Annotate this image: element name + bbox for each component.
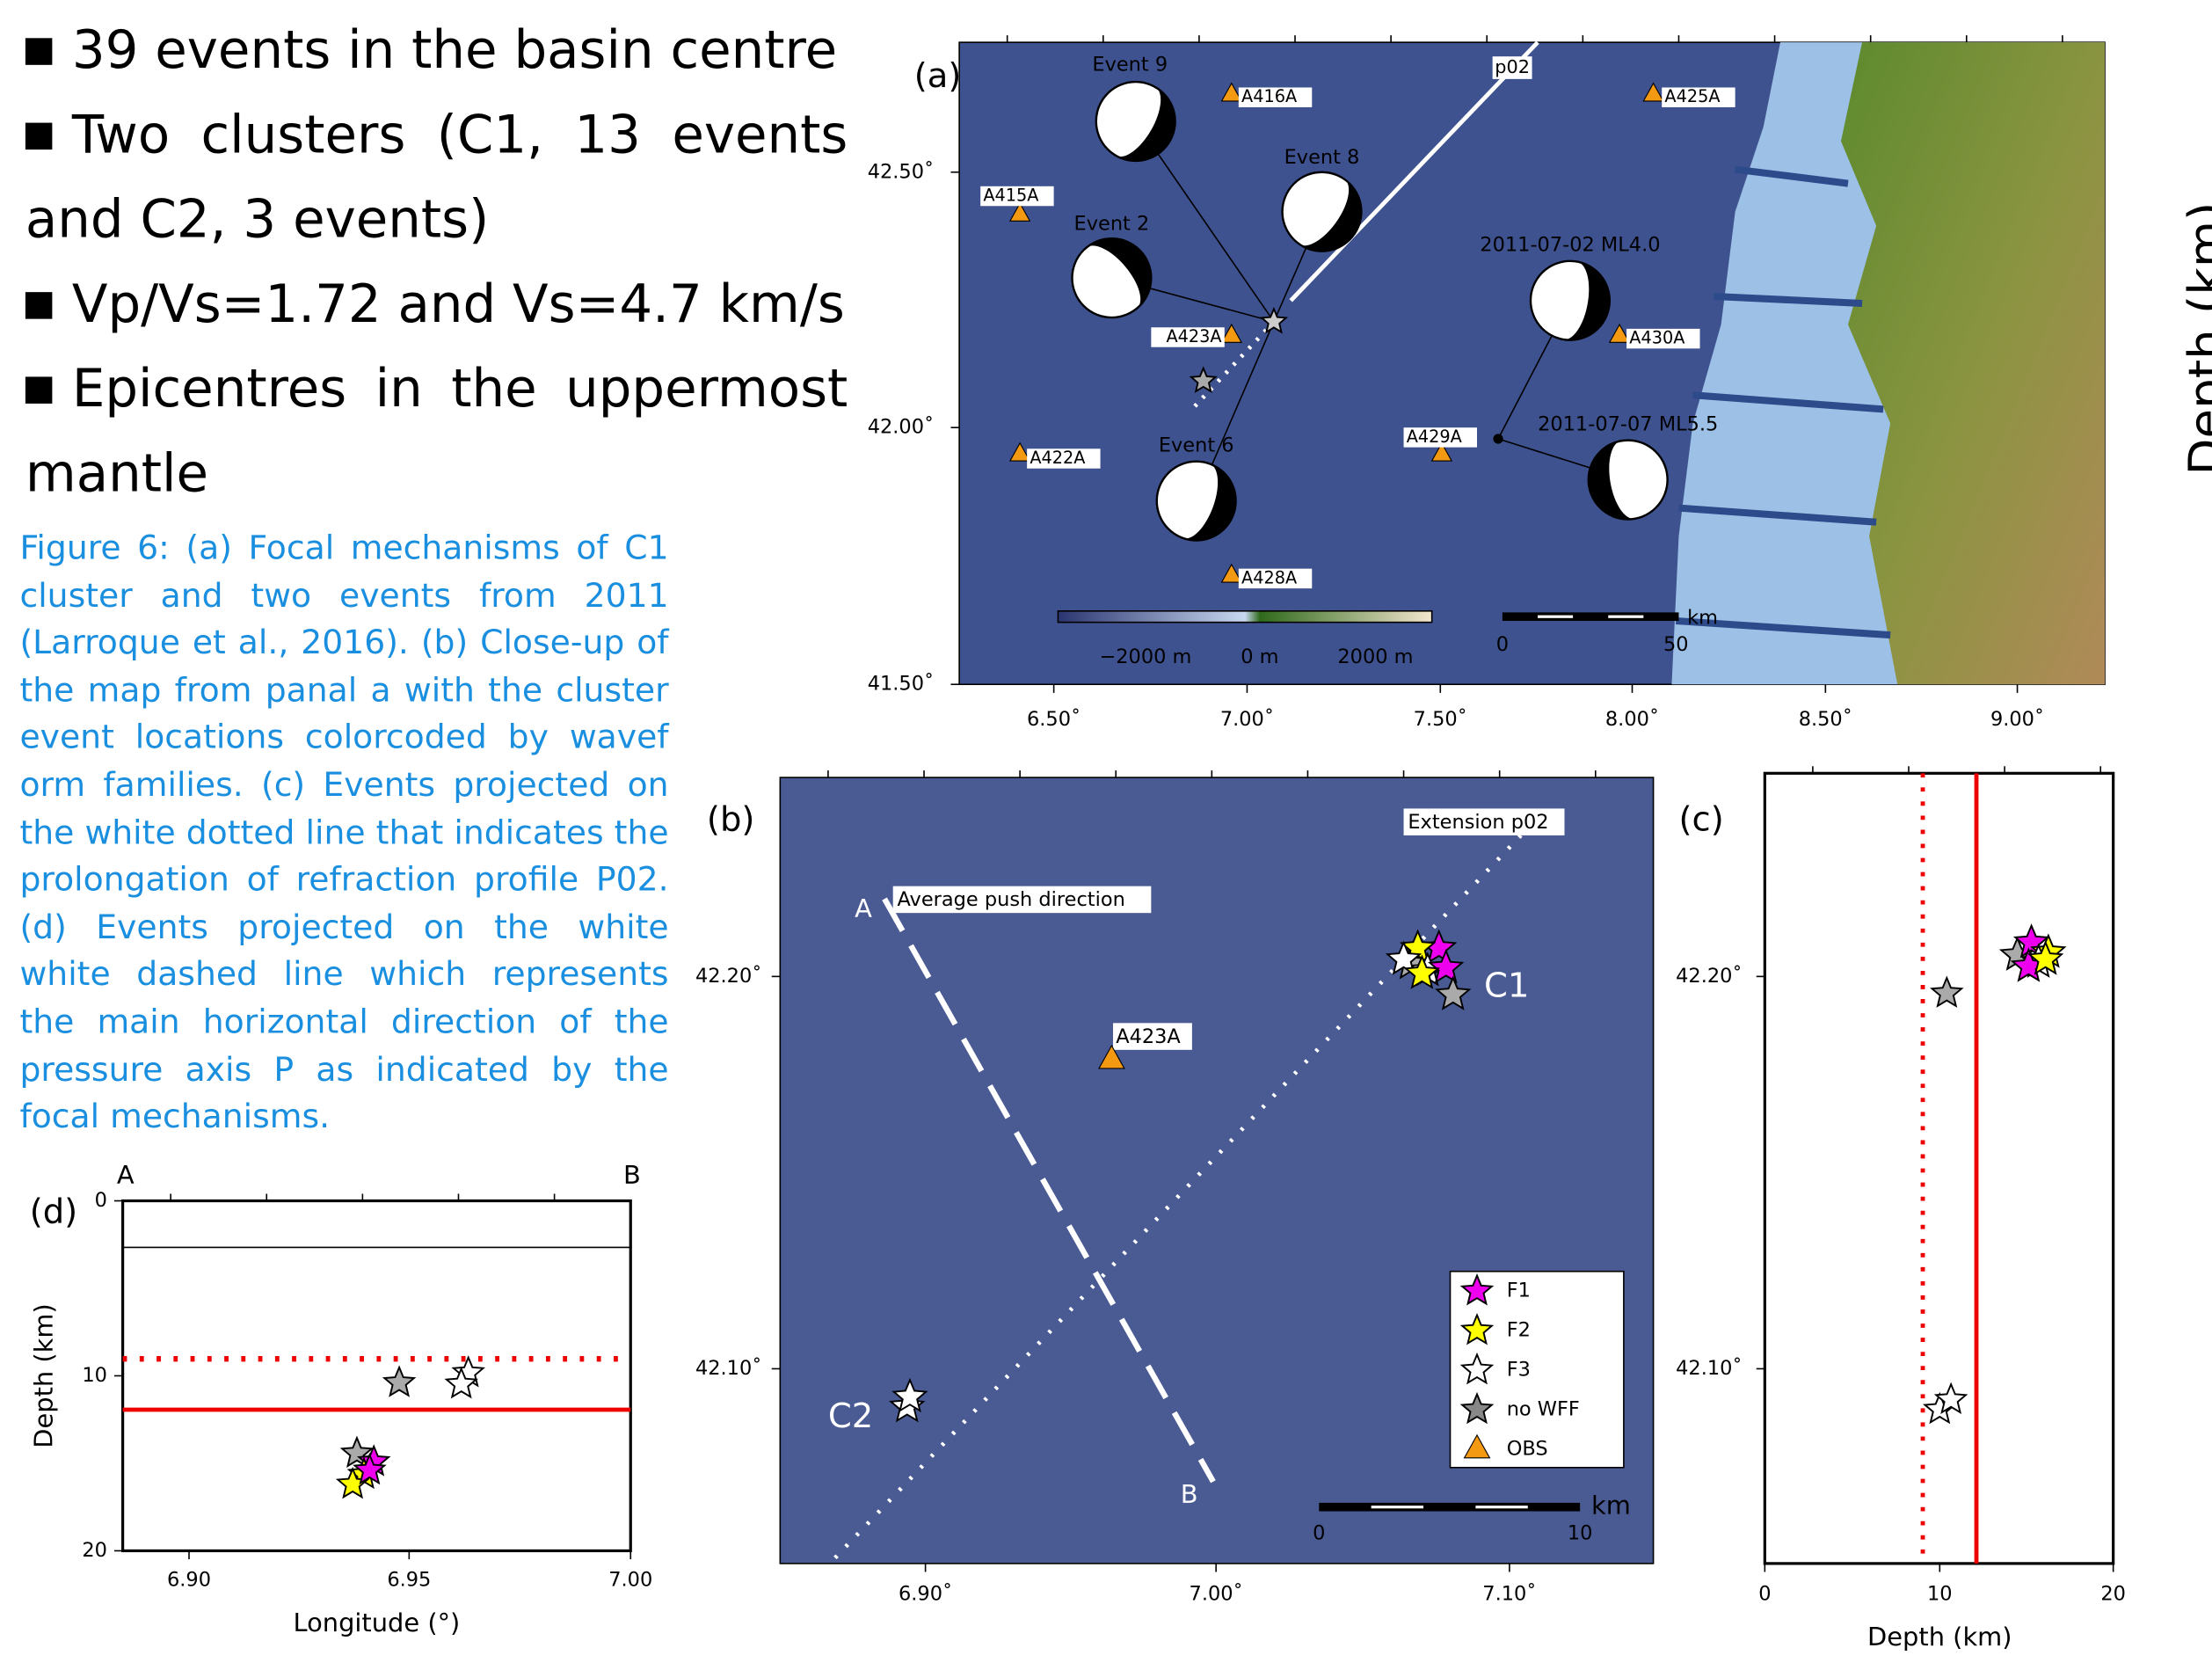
scale-unit: km	[1591, 1491, 1631, 1521]
legend-label: F3	[1507, 1359, 1531, 1382]
scale-tick: 0	[1496, 633, 1509, 656]
cluster-label: C1	[1484, 966, 1529, 1006]
scale-tick: 0	[1313, 1522, 1325, 1545]
profile-label: p02	[1495, 56, 1530, 77]
legend-label: F2	[1507, 1319, 1531, 1342]
scale-tick: 10	[1568, 1522, 1593, 1545]
x-tick-label: 7.00	[608, 1569, 652, 1592]
event-label: 2011-07-02 ML4.0	[1480, 234, 1660, 257]
event-label: Event 9	[1092, 53, 1168, 76]
x-tick-label: 7.10˚	[1482, 1582, 1536, 1606]
x-tick-label: 8.50˚	[1799, 707, 1852, 731]
station-label: A425A	[1664, 86, 1721, 106]
y-tick-label: 20	[82, 1539, 107, 1562]
y-tick-label: 42.10˚	[1676, 1356, 1743, 1380]
legend-label: no WFF	[1507, 1397, 1580, 1420]
station-label: A415A	[983, 186, 1039, 206]
scale-tick: 50	[1663, 633, 1689, 656]
scale-unit: km	[1687, 606, 1718, 629]
event-label: Event 8	[1284, 146, 1360, 169]
colorbar	[1058, 611, 1431, 623]
station-label: A422A	[1030, 448, 1086, 468]
x-tick-label: 9.00˚	[1990, 707, 2044, 731]
y-tick-label: 42.10˚	[695, 1356, 762, 1380]
y-tick-label: 42.50˚	[868, 159, 935, 183]
axis-label: Depth (km)	[1867, 1622, 2012, 1652]
land	[1841, 42, 2105, 684]
station-label: A423A	[1166, 326, 1222, 346]
cluster-label: C2	[828, 1397, 873, 1436]
y-tick-label: 0	[95, 1189, 107, 1212]
panel-label: (b)	[707, 799, 754, 839]
station-label: A423A	[1116, 1025, 1181, 1048]
panel-d	[123, 1201, 631, 1551]
event-label: 2011-07-07 ML5.5	[1538, 412, 1718, 435]
colorbar-label: 0 m	[1241, 645, 1278, 668]
legend-label: F1	[1507, 1280, 1531, 1302]
y-tick-label: 42.20˚	[695, 964, 762, 988]
panel-c	[1765, 773, 2113, 1564]
y-tick-label: 41.50˚	[868, 672, 935, 696]
epicentre	[1493, 434, 1503, 443]
profile-label: Extension p02	[1408, 811, 1548, 834]
colorbar-label: −2000 m	[1099, 645, 1191, 668]
colorbar-label: 2000 m	[1337, 645, 1413, 668]
scale-bar	[1538, 616, 1573, 618]
axis-label: Depth (km)	[28, 1303, 58, 1448]
page: 39 events in the basin centre Two cluste…	[0, 0, 2212, 1669]
end-label: A	[117, 1160, 135, 1190]
scale-bar	[1503, 612, 1679, 621]
scale-bar	[1475, 1506, 1527, 1508]
x-tick-label: 7.00˚	[1220, 707, 1274, 731]
x-tick-label: 7.00˚	[1190, 1582, 1243, 1606]
y-tick-label: 42.00˚	[868, 415, 935, 439]
legend-label: OBS	[1507, 1437, 1548, 1460]
x-tick-label: 6.90	[167, 1569, 211, 1592]
end-label: A	[855, 893, 872, 923]
end-label: B	[1181, 1479, 1198, 1509]
x-tick-label: 0	[1758, 1583, 1771, 1606]
scale-bar	[1372, 1506, 1423, 1508]
scale-bar	[1319, 1503, 1580, 1512]
axis-label: Longitude (°)	[294, 1608, 461, 1637]
event-label: Event 2	[1074, 213, 1150, 236]
x-tick-label: 8.00˚	[1605, 707, 1659, 731]
y-tick-label: 42.20˚	[1676, 964, 1743, 988]
x-tick-label: 7.50˚	[1414, 707, 1467, 731]
station-label: A430A	[1629, 328, 1685, 348]
panel-label: (d)	[30, 1192, 77, 1231]
cut-label: Depth (km)	[2178, 202, 2212, 476]
x-tick-label: 6.50˚	[1027, 707, 1081, 731]
station-label: A416A	[1241, 86, 1298, 106]
scale-bar	[1608, 616, 1643, 618]
figure: p02 −2000 m 0 m 2000 m km 0 50 (a) A B A…	[0, 0, 2212, 1669]
x-tick-label: 20	[2100, 1583, 2126, 1606]
event-label: Event 6	[1159, 434, 1234, 457]
panel-label: (c)	[1679, 799, 1724, 839]
y-tick-label: 10	[82, 1364, 107, 1387]
station-label: A428A	[1241, 567, 1298, 587]
push-label: Average push direction	[898, 888, 1125, 911]
end-label: B	[623, 1160, 641, 1190]
station-label: A429A	[1407, 427, 1463, 447]
x-tick-label: 10	[1927, 1583, 1953, 1606]
x-tick-label: 6.90˚	[899, 1582, 952, 1606]
x-tick-label: 6.95	[387, 1569, 431, 1592]
panel-label: (a)	[914, 56, 962, 96]
